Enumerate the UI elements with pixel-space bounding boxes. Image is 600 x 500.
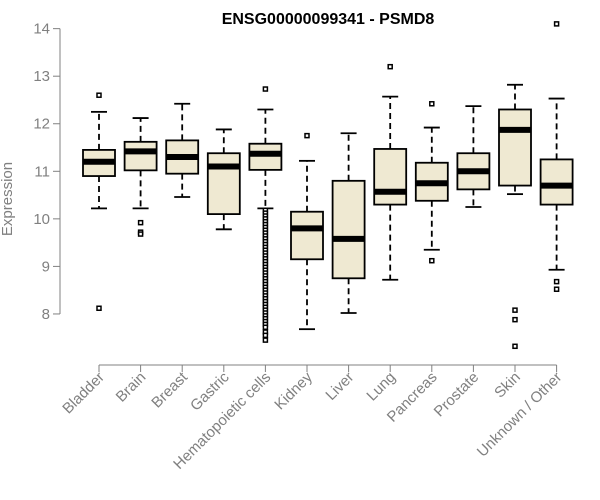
outlier-point <box>512 307 518 313</box>
box-hematopoietic-cells <box>248 86 283 343</box>
iqr-box <box>498 108 532 187</box>
x-tick-label: Lung <box>363 369 399 405</box>
box-pancreas <box>414 101 449 264</box>
outlier-point <box>96 92 102 98</box>
y-tick-label: 13 <box>33 68 50 85</box>
outlier-point <box>512 343 518 350</box>
box-lung <box>373 63 408 281</box>
chart-title: ENSG00000099341 - PSMD8 <box>222 11 435 28</box>
y-axis-title: Expression <box>0 162 16 236</box>
outlier-point <box>553 286 560 292</box>
outlier-point <box>262 332 269 339</box>
x-tick-label: Liver <box>322 369 357 404</box>
iqr-box <box>123 140 158 172</box>
x-tick-label: Skin <box>491 369 524 402</box>
outlier-point <box>262 324 269 331</box>
outlier-point <box>429 101 435 107</box>
x-tick-label: Bladder <box>59 369 108 418</box>
outlier-point <box>304 132 310 139</box>
box-kidney <box>290 132 324 331</box>
iqr-box <box>206 152 241 215</box>
y-tick-label: 10 <box>33 211 50 228</box>
box-unknown-other <box>539 21 574 292</box>
iqr-box <box>373 148 408 206</box>
iqr-box <box>290 210 324 261</box>
outlier-point <box>553 278 560 285</box>
outlier-point <box>262 86 269 92</box>
y-tick-label: 12 <box>33 116 50 133</box>
box-liver <box>331 132 366 314</box>
outlier-point <box>96 305 102 312</box>
x-tick-label: Kidney <box>271 368 316 413</box>
box-breast <box>165 102 200 198</box>
x-tick-label: Brain <box>113 369 150 406</box>
iqr-box <box>331 179 366 280</box>
iqr-box <box>248 142 283 171</box>
outlier-point <box>512 316 518 323</box>
box-bladder <box>82 92 116 312</box>
x-tick-label: Prostate <box>431 369 483 421</box>
box-prostate <box>456 105 491 208</box>
box-skin <box>498 83 532 350</box>
iqr-box <box>539 158 574 206</box>
outlier-point <box>262 337 269 343</box>
y-tick-label: 14 <box>33 21 50 38</box>
x-tick-label: Breast <box>148 368 191 411</box>
box-gastric <box>206 128 241 231</box>
outlier-point <box>387 63 393 70</box>
box-brain <box>123 117 158 237</box>
x-axis <box>98 364 558 372</box>
y-axis: 8 9 10 11 12 13 14 <box>33 21 61 323</box>
outlier-point <box>553 21 560 27</box>
outlier-point <box>429 257 435 264</box>
outlier-point <box>137 219 144 226</box>
y-tick-label: 9 <box>42 258 50 275</box>
y-tick-label: 8 <box>42 306 50 323</box>
box-series <box>82 21 574 350</box>
y-tick-label: 11 <box>34 163 50 180</box>
outlier-point <box>137 231 144 237</box>
